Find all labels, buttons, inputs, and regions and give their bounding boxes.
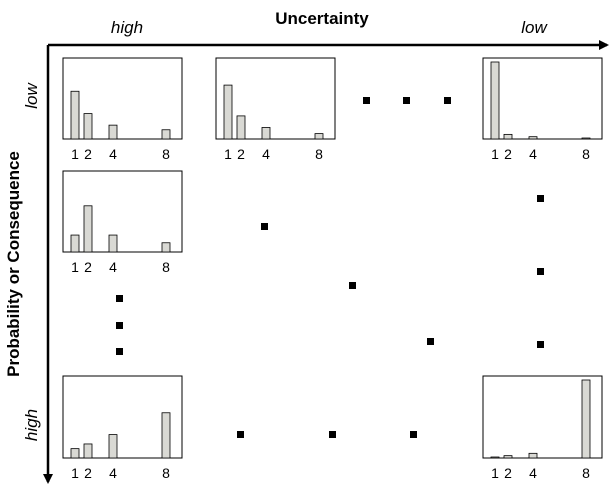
tick-label: 1 <box>71 146 79 162</box>
bar <box>161 129 171 140</box>
dot <box>237 431 244 438</box>
tick-label: 8 <box>162 146 170 162</box>
tick-label: 4 <box>109 465 117 481</box>
tick-label: 1 <box>71 465 79 481</box>
x-axis-left-label: high <box>111 18 143 37</box>
bar <box>261 127 271 140</box>
bar <box>314 133 324 140</box>
dot <box>349 282 356 289</box>
bar <box>581 137 591 140</box>
dot <box>116 322 123 329</box>
y-axis-label: Probability or Consequence <box>4 151 23 377</box>
bar <box>108 434 118 459</box>
tick-label: 1 <box>491 465 499 481</box>
x-axis-right-label: low <box>521 18 548 37</box>
bar <box>503 133 513 140</box>
tick-label: 2 <box>84 259 92 275</box>
bar <box>83 443 93 459</box>
dot <box>410 431 417 438</box>
dot <box>444 97 451 104</box>
dot <box>116 348 123 355</box>
bar <box>108 234 118 253</box>
bar <box>490 61 500 140</box>
tick-label: 2 <box>84 465 92 481</box>
tick-label: 4 <box>529 146 537 162</box>
dot <box>329 431 336 438</box>
tick-label: 8 <box>162 465 170 481</box>
tick-label: 2 <box>237 146 245 162</box>
tick-label: 8 <box>582 465 590 481</box>
tick-label: 4 <box>262 146 270 162</box>
tick-label: 1 <box>491 146 499 162</box>
tick-label: 1 <box>224 146 232 162</box>
y-axis-top-label: low <box>22 82 41 109</box>
y-axis-bottom-label: high <box>22 409 41 441</box>
dot <box>363 97 370 104</box>
bar <box>161 242 171 253</box>
panel-frame <box>62 57 183 140</box>
dot <box>537 341 544 348</box>
dot <box>537 268 544 275</box>
x-axis-label: Uncertainty <box>275 9 369 28</box>
bar <box>83 205 93 253</box>
tick-label: 8 <box>582 146 590 162</box>
bar <box>70 448 80 459</box>
tick-label: 8 <box>162 259 170 275</box>
bar <box>503 455 513 459</box>
tick-label: 2 <box>504 465 512 481</box>
bar <box>223 84 233 140</box>
dot <box>403 97 410 104</box>
bar <box>490 456 500 459</box>
dot <box>537 195 544 202</box>
panel-frame <box>62 170 183 253</box>
bar <box>236 115 246 140</box>
ellipsis-dots <box>116 97 544 438</box>
tick-label: 4 <box>109 146 117 162</box>
tick-label: 1 <box>71 259 79 275</box>
tick-label: 2 <box>84 146 92 162</box>
bar <box>108 124 118 140</box>
bar <box>70 234 80 253</box>
dot <box>116 295 123 302</box>
bar <box>70 90 80 140</box>
tick-label: 4 <box>529 465 537 481</box>
panel-frame <box>215 57 336 140</box>
bar <box>581 379 591 459</box>
bar <box>161 412 171 459</box>
bar <box>528 452 538 459</box>
bar <box>528 136 538 140</box>
tick-label: 8 <box>315 146 323 162</box>
panel-frame <box>482 57 603 140</box>
dot <box>427 338 434 345</box>
bar <box>83 113 93 140</box>
tick-label: 4 <box>109 259 117 275</box>
tick-label: 2 <box>504 146 512 162</box>
dot <box>261 223 268 230</box>
